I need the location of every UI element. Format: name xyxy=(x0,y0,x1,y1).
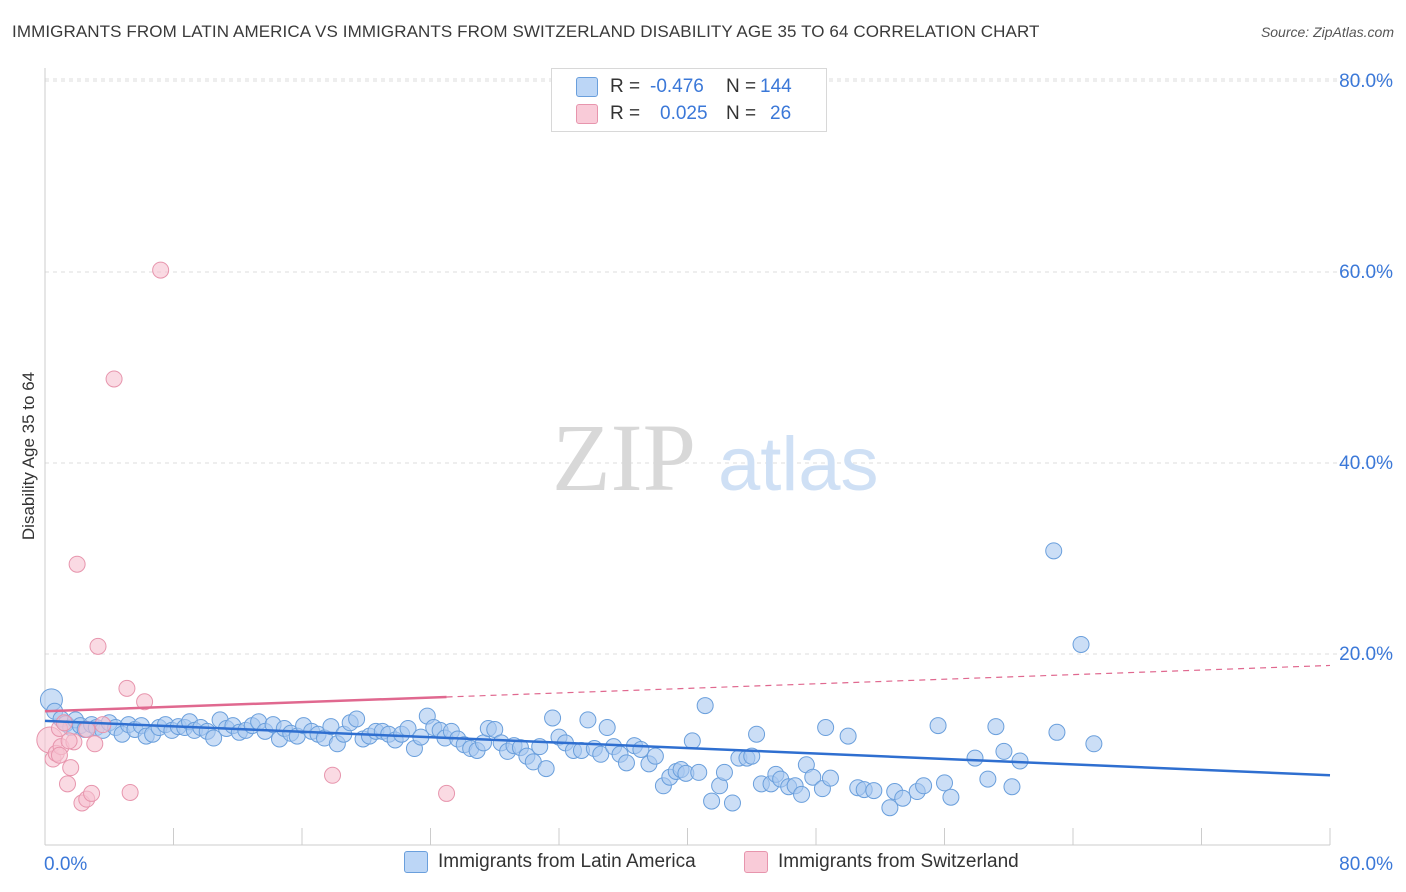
data-point-latin-america xyxy=(592,745,610,763)
legend-row-latin-america: R = -0.476 N = 144 xyxy=(576,74,792,100)
data-point-latin-america xyxy=(1003,778,1021,796)
watermark: ZIP atlas xyxy=(552,404,879,511)
data-point-latin-america xyxy=(598,719,616,737)
axes xyxy=(44,68,1331,846)
legend-n-label: N = xyxy=(726,103,757,124)
data-point-latin-america xyxy=(579,711,597,729)
series-swatch-blue xyxy=(404,851,428,873)
legend-n-label: N = xyxy=(726,76,757,97)
data-point-switzerland xyxy=(86,735,104,753)
data-point-latin-america xyxy=(804,768,822,786)
data-point-latin-america xyxy=(966,749,984,767)
data-point-latin-america xyxy=(748,725,766,743)
trend-line-switzerland xyxy=(44,695,447,713)
legend-r-label: R = xyxy=(610,103,641,124)
data-point-switzerland xyxy=(58,775,76,793)
data-point-latin-america xyxy=(865,782,883,800)
trend-line-latin-america xyxy=(44,719,1331,777)
data-point-switzerland xyxy=(438,784,456,802)
legend-n-value: 26 xyxy=(770,103,792,124)
series-legend-label: Immigrants from Latin America xyxy=(438,851,696,872)
chart-title: IMMIGRANTS FROM LATIN AMERICA VS IMMIGRA… xyxy=(12,22,1040,41)
watermark-zip: ZIP xyxy=(552,404,696,511)
data-point-switzerland xyxy=(152,261,170,279)
data-point-switzerland xyxy=(62,759,80,777)
data-point-latin-america xyxy=(942,788,960,806)
legend-row-switzerland: R = 0.025 N = 26 xyxy=(576,101,791,127)
data-point-latin-america xyxy=(683,732,701,750)
data-point-switzerland xyxy=(68,555,86,573)
data-point-switzerland xyxy=(60,732,78,750)
data-point-switzerland xyxy=(105,370,123,388)
y-tick-label: 40.0% xyxy=(1339,453,1393,474)
data-point-latin-america xyxy=(839,727,857,745)
legend-swatch-pink xyxy=(576,104,598,124)
data-point-switzerland xyxy=(324,766,342,784)
data-point-switzerland xyxy=(83,784,101,802)
y-axis-label: Disability Age 35 to 64 xyxy=(19,372,38,540)
data-point-latin-america xyxy=(894,789,912,807)
data-point-latin-america xyxy=(1085,735,1103,753)
series-legend-label: Immigrants from Switzerland xyxy=(778,851,1019,872)
tick-labels: 20.0% 40.0% 60.0% 80.0% 0.0% 80.0% xyxy=(44,71,1393,875)
x-tick-label: 0.0% xyxy=(44,854,87,875)
legend-r-value: -0.476 xyxy=(650,76,704,97)
data-point-latin-america xyxy=(936,774,953,792)
data-point-latin-america xyxy=(632,741,650,758)
y-tick-label: 20.0% xyxy=(1339,644,1393,665)
data-point-switzerland xyxy=(121,783,139,801)
data-point-latin-america xyxy=(1072,635,1090,653)
data-point-latin-america xyxy=(475,734,493,752)
data-point-latin-america xyxy=(881,799,899,817)
data-point-latin-america xyxy=(995,742,1013,760)
series-swatch-pink xyxy=(744,851,768,873)
data-point-latin-america xyxy=(929,717,947,735)
data-point-latin-america xyxy=(646,747,664,765)
data-point-switzerland xyxy=(136,693,154,711)
data-point-latin-america xyxy=(987,718,1005,736)
data-point-latin-america xyxy=(690,763,708,781)
data-point-latin-america xyxy=(723,794,741,812)
y-tick-label: 80.0% xyxy=(1339,71,1393,92)
series-legend-switzerland[interactable]: Immigrants from Switzerland xyxy=(744,851,1019,873)
trend-line-switzerland-extrapolated xyxy=(446,664,1331,698)
series-legend: Immigrants from Latin America Immigrants… xyxy=(0,851,1406,879)
legend-r-label: R = xyxy=(610,76,641,97)
data-point-latin-america xyxy=(793,785,811,803)
data-point-latin-america xyxy=(817,719,835,737)
watermark-atlas: atlas xyxy=(718,422,879,507)
data-point-latin-america xyxy=(205,729,223,747)
data-point-latin-america xyxy=(322,718,340,736)
data-point-latin-america xyxy=(348,710,366,728)
y-tick-label: 60.0% xyxy=(1339,262,1393,283)
source-label: Source: ZipAtlas.com xyxy=(1260,24,1394,40)
data-point-switzerland xyxy=(50,746,68,764)
data-point-latin-america xyxy=(696,697,714,715)
data-point-latin-america xyxy=(979,770,997,788)
legend-swatch-blue xyxy=(576,77,598,97)
trend-lines xyxy=(44,664,1331,777)
grid-lines xyxy=(45,78,1392,655)
data-point-latin-america xyxy=(537,760,555,778)
data-point-latin-america xyxy=(715,763,733,781)
legend-r-value: 0.025 xyxy=(660,103,708,124)
legend-n-value: 144 xyxy=(760,76,792,97)
correlation-legend: R = -0.476 N = 144 R = 0.025 N = 26 xyxy=(551,68,827,132)
data-point-switzerland xyxy=(118,679,136,697)
data-point-latin-america xyxy=(703,792,721,810)
data-point-latin-america xyxy=(617,754,635,772)
data-point-latin-america xyxy=(1045,542,1063,560)
data-point-latin-america xyxy=(821,769,839,787)
data-point-latin-america xyxy=(1048,723,1066,741)
series-legend-latin-america[interactable]: Immigrants from Latin America xyxy=(404,851,696,873)
data-point-latin-america xyxy=(544,709,562,727)
x-tick-label: 80.0% xyxy=(1339,854,1393,875)
series-switzerland-points xyxy=(36,261,456,812)
data-point-switzerland xyxy=(89,637,107,655)
data-point-latin-america xyxy=(915,777,933,795)
